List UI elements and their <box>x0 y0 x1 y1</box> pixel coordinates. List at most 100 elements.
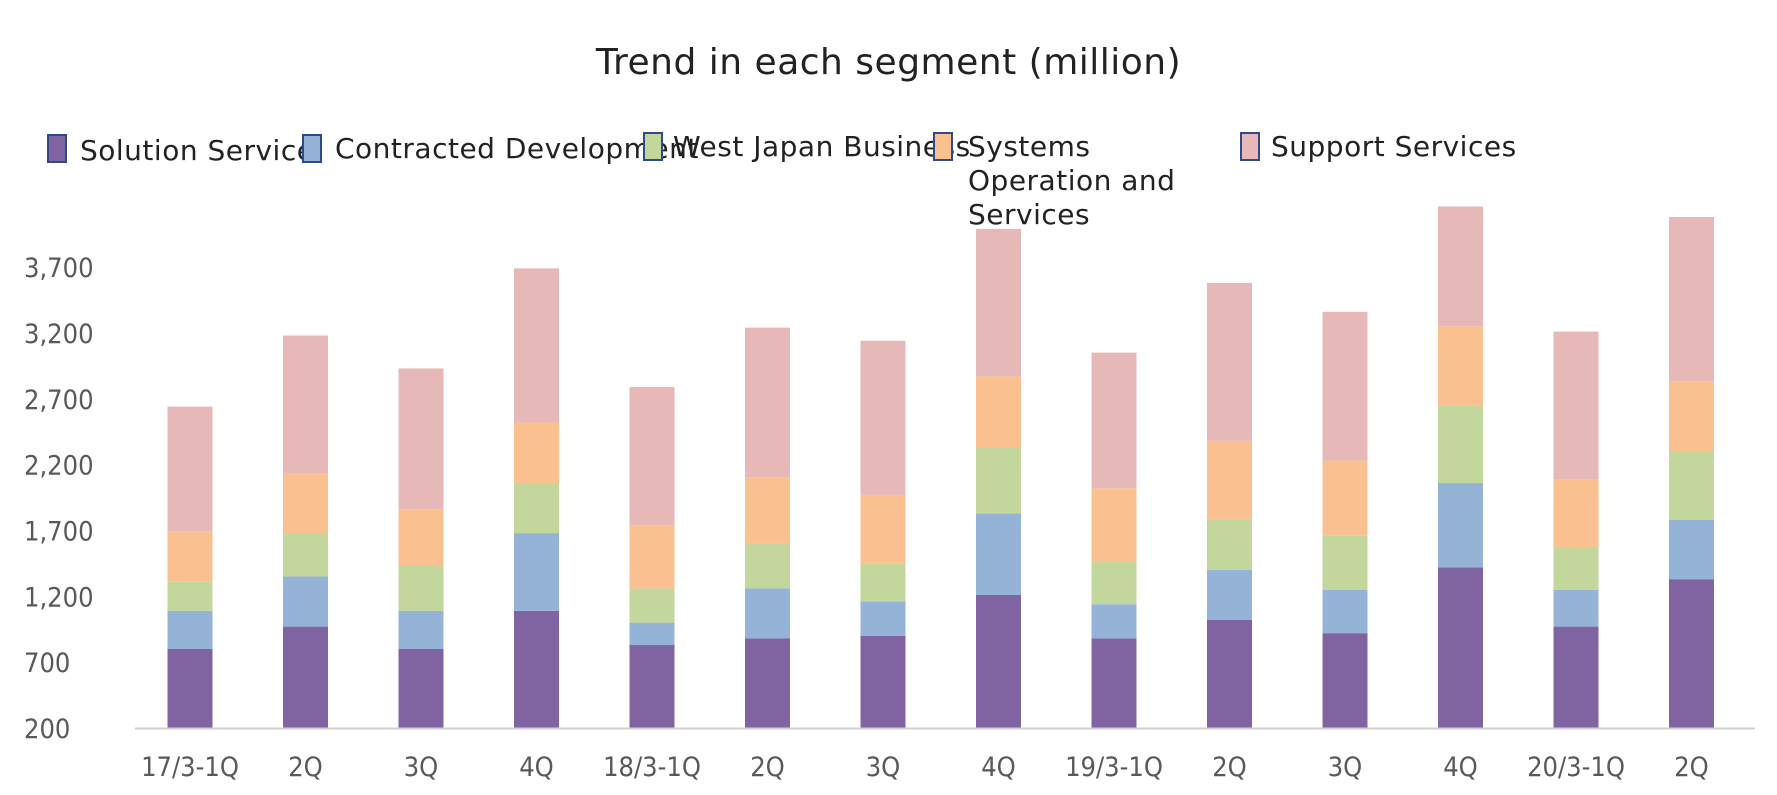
bar-segment-support-services <box>1207 282 1252 441</box>
bar-segment-west-japan-business <box>398 566 444 611</box>
x-tick-label: 4Q <box>519 752 554 783</box>
y-tick-label: 1,200 <box>24 582 94 613</box>
y-tick-label: 2,700 <box>24 385 94 416</box>
bar-segment-support-services <box>745 327 790 478</box>
bar-segment-contracted-development <box>167 610 213 649</box>
x-tick-label: 2Q <box>1212 752 1247 783</box>
bar-segment-support-services <box>1322 311 1368 461</box>
bar-segment-systems-operation-and-services <box>1091 488 1137 563</box>
bar-segment-systems-operation-and-services <box>398 509 444 567</box>
legend-label-systems-operation: Systems Operation and Services <box>968 130 1176 231</box>
x-tick-label: 3Q <box>1328 752 1363 783</box>
legend-item-support-services: Support Services <box>1240 130 1517 164</box>
legend-label-support-services: Support Services <box>1271 130 1517 163</box>
legend-item-contracted-development: Contracted Development <box>302 132 699 166</box>
x-tick-label: 18/3-1Q <box>603 752 701 783</box>
bar-segment-support-services <box>398 368 444 510</box>
x-tick-label: 20/3-1Q <box>1527 752 1625 783</box>
bar-segment-systems-operation-and-services <box>629 525 675 589</box>
bar-segment-contracted-development <box>283 576 328 627</box>
x-tick-label: 17/3-1Q <box>141 752 239 783</box>
bar-segment-systems-operation-and-services <box>745 477 790 544</box>
x-tick-label: 2Q <box>288 752 323 783</box>
bar-segment-solution-service <box>514 610 559 728</box>
bar-segment-west-japan-business <box>514 483 559 534</box>
bar-segment-contracted-development <box>745 588 790 639</box>
bar-segment-support-services <box>1091 352 1137 489</box>
bar-segment-contracted-development <box>1091 604 1137 639</box>
bar-segment-contracted-development <box>1669 519 1714 580</box>
y-tick-label: 2,200 <box>24 451 94 482</box>
bar-segment-solution-service <box>1091 638 1137 728</box>
bar-segment-contracted-development <box>1438 483 1483 568</box>
legend-item-solution-service: Solution Service <box>47 132 314 168</box>
bar-segment-solution-service <box>745 638 790 728</box>
bar-segment-west-japan-business <box>745 543 790 589</box>
bar-segment-systems-operation-and-services <box>1553 479 1599 548</box>
bar-segment-west-japan-business <box>976 447 1021 514</box>
bar-segment-support-services <box>1669 217 1714 382</box>
y-tick-label: 700 <box>24 648 70 679</box>
legend-label-contracted-development: Contracted Development <box>335 132 699 165</box>
bar-segment-contracted-development <box>860 601 906 636</box>
y-tick-label: 3,200 <box>24 319 94 350</box>
bar-segment-solution-service <box>1438 567 1483 728</box>
legend-label-solution-service: Solution Service <box>80 134 315 167</box>
bar-segment-solution-service <box>1669 579 1714 728</box>
bar-segment-solution-service <box>976 594 1021 728</box>
legend-swatch-support-services <box>1240 132 1260 161</box>
bar-segment-west-japan-business <box>1438 405 1483 484</box>
bar-segment-west-japan-business <box>1553 547 1599 590</box>
y-tick-label: 200 <box>24 714 70 745</box>
bar-segment-systems-operation-and-services <box>283 473 328 534</box>
bar-segment-west-japan-business <box>1669 451 1714 520</box>
x-tick-label: 19/3-1Q <box>1065 752 1163 783</box>
bar-segment-solution-service <box>283 626 328 728</box>
bar-segment-solution-service <box>167 648 213 728</box>
bar-segment-west-japan-business <box>1322 535 1368 590</box>
bar-segment-support-services <box>1438 206 1483 327</box>
bar-segment-support-services <box>629 386 675 526</box>
bar-segment-contracted-development <box>398 610 444 649</box>
bar-segment-contracted-development <box>629 622 675 646</box>
x-tick-label: 3Q <box>404 752 439 783</box>
bar-segment-contracted-development <box>976 513 1021 595</box>
chart-title: Trend in each segment (million) <box>595 42 1182 83</box>
bar-segment-west-japan-business <box>1207 519 1252 570</box>
bar-segment-west-japan-business <box>167 581 213 611</box>
bar-segment-systems-operation-and-services <box>976 376 1021 448</box>
bar-segment-solution-service <box>860 635 906 728</box>
bar-segment-west-japan-business <box>1091 562 1137 605</box>
bar-segment-west-japan-business <box>629 588 675 623</box>
bar-segment-west-japan-business <box>283 533 328 577</box>
x-tick-label: 4Q <box>981 752 1016 783</box>
legend-item-systems-operation: Systems Operation and Services <box>933 130 1218 232</box>
bar-segment-systems-operation-and-services <box>514 422 559 484</box>
x-tick-label: 2Q <box>750 752 785 783</box>
bar-segment-solution-service <box>398 648 444 728</box>
bar-segment-support-services <box>514 268 559 423</box>
y-tick-label: 3,700 <box>24 253 94 284</box>
bar-segment-systems-operation-and-services <box>167 531 213 582</box>
bar-segment-support-services <box>860 340 906 495</box>
bar-segment-solution-service <box>629 645 675 728</box>
bar-segment-west-japan-business <box>860 563 906 602</box>
bar-segment-support-services <box>1553 331 1599 480</box>
x-tick-label: 2Q <box>1674 752 1709 783</box>
bar-segment-solution-service <box>1553 626 1599 728</box>
bar-segment-contracted-development <box>1553 589 1599 627</box>
bar-segment-solution-service <box>1207 620 1252 728</box>
bar-segment-systems-operation-and-services <box>1438 326 1483 406</box>
bar-segment-systems-operation-and-services <box>1207 440 1252 520</box>
bar-segment-contracted-development <box>1207 569 1252 621</box>
bar-segment-systems-operation-and-services <box>860 494 906 564</box>
x-tick-label: 3Q <box>866 752 901 783</box>
bar-segment-support-services <box>167 406 213 532</box>
legend-swatch-solution-service <box>47 134 67 163</box>
y-tick-label: 1,700 <box>24 516 94 547</box>
bar-segment-support-services <box>283 335 328 474</box>
bar-segment-systems-operation-and-services <box>1669 381 1714 452</box>
bar-segment-contracted-development <box>1322 589 1368 634</box>
bar-segment-solution-service <box>1322 633 1368 728</box>
